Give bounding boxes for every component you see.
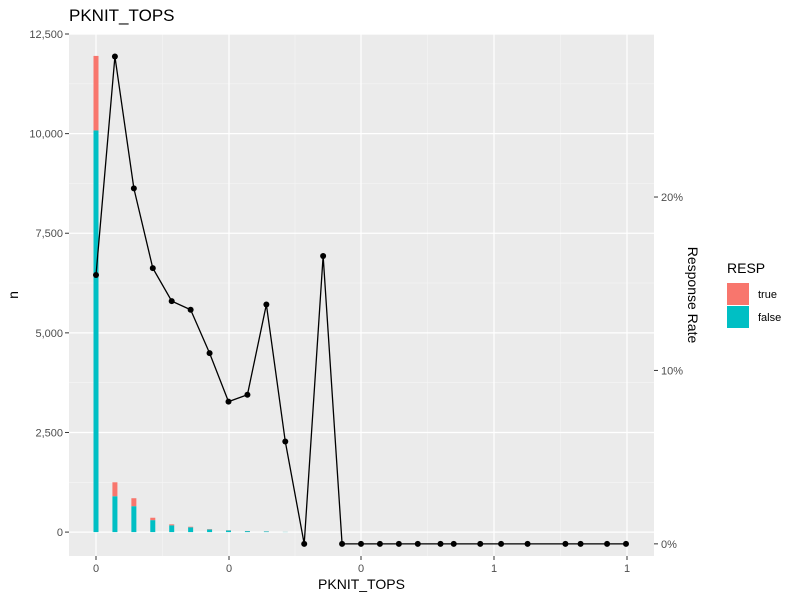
line-point	[320, 252, 327, 259]
line-point	[623, 540, 629, 547]
line-point	[376, 540, 383, 547]
chart-title: PKNIT_TOPS	[69, 6, 175, 25]
x-tick-label: 1	[491, 563, 497, 575]
y-tick-label: 5,000	[35, 328, 63, 340]
legend-label-true: true	[758, 289, 777, 301]
legend-title: RESP	[727, 260, 765, 276]
response-rate-line	[93, 53, 629, 547]
bar-false	[263, 531, 269, 533]
bar-false	[93, 130, 99, 533]
y-tick-label: 2,500	[35, 427, 63, 439]
bar-false	[244, 531, 250, 533]
bar-true	[169, 524, 175, 526]
line-point	[130, 185, 137, 192]
line-point	[149, 265, 156, 272]
legend: RESP true false	[727, 260, 781, 328]
line-point	[225, 398, 232, 405]
bar-false	[169, 525, 175, 533]
line-point	[358, 540, 364, 547]
line-point	[111, 53, 118, 60]
line-point	[477, 540, 484, 547]
bar-true	[131, 498, 137, 507]
line-point	[450, 540, 457, 547]
line-point	[244, 391, 251, 398]
bar-false	[188, 527, 194, 533]
x-tick-label: 0	[93, 563, 99, 575]
bar-false	[226, 530, 231, 533]
bar-false	[150, 520, 156, 533]
y-tick-label: 7,500	[35, 228, 63, 240]
y-axis-right: 0% 10% 20%	[654, 192, 683, 551]
line-point	[206, 350, 213, 357]
line-point	[339, 540, 346, 547]
y-axis-left: 0 2,500 5,000 7,500 10,000 12,500	[29, 29, 69, 539]
x-tick-label: 0	[226, 563, 232, 575]
legend-swatch-true	[727, 283, 749, 305]
line-point	[524, 540, 531, 547]
bar-true	[150, 517, 156, 521]
line-point	[187, 306, 194, 313]
line-point	[301, 540, 308, 547]
y2-tick-label: 20%	[661, 192, 683, 204]
line-point	[437, 540, 444, 547]
line-point	[395, 540, 402, 547]
line-point	[562, 540, 569, 547]
y-tick-label: 10,000	[29, 129, 63, 141]
legend-swatch-false	[727, 306, 749, 328]
line-point	[414, 540, 421, 547]
y2-tick-label: 10%	[661, 365, 683, 377]
bars	[93, 55, 288, 533]
y2-axis-title: Response Rate	[685, 247, 701, 344]
line-point	[577, 540, 584, 547]
line-point	[604, 540, 611, 547]
bar-true	[112, 482, 118, 497]
line-point	[282, 438, 289, 445]
line-point	[168, 298, 175, 305]
x-axis-title: PKNIT_TOPS	[318, 576, 405, 592]
y-axis-title: n	[5, 291, 21, 299]
line-point	[93, 272, 99, 279]
line-point	[263, 301, 270, 308]
bar-false	[207, 529, 213, 533]
y-tick-label: 12,500	[29, 29, 63, 41]
bar-false	[112, 496, 118, 533]
legend-label-false: false	[758, 312, 781, 324]
x-tick-label: 0	[358, 563, 364, 575]
bar-false	[131, 506, 137, 533]
bar-true	[93, 55, 99, 131]
bar-true	[188, 526, 194, 528]
y2-tick-label: 0%	[661, 539, 677, 551]
line-point	[498, 540, 505, 547]
x-tick-label: 1	[624, 563, 630, 575]
x-axis: 0 0 0 1 1	[93, 556, 630, 575]
y-tick-label: 0	[57, 527, 63, 539]
